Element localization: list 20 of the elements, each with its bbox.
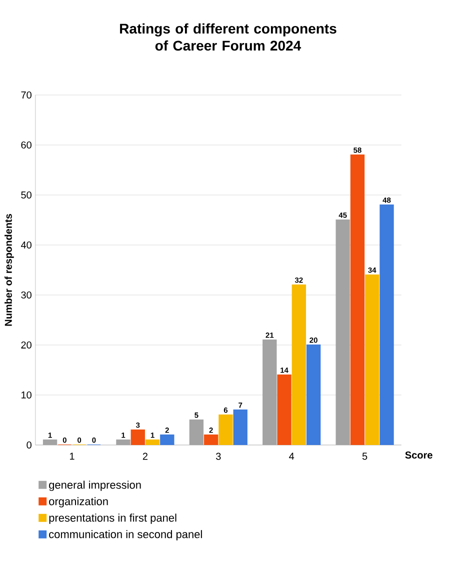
chart-title: Ratings of different components of Career Forum 2024 [120,23,336,51]
legend-label: presentations in first panel [49,514,176,524]
x-tick-label: 5 [362,452,368,460]
y-tick-label: 30 [21,291,32,299]
legend-label: organization [49,497,108,508]
x-tick-label: 4 [289,452,294,460]
y-tick-label: 70 [21,91,32,99]
y-tick-label: 40 [20,241,32,249]
x-tick-label: 1 [70,452,74,460]
x-axis-title: Score [405,452,432,459]
y-tick-label: 60 [21,141,32,149]
legend-label: communication in second panel [49,530,202,540]
y-tick-label: 10 [22,391,32,399]
x-tick-label: 2 [142,452,148,460]
y-axis-title: Number of respondents [4,214,14,326]
legend-label: general impression [49,480,141,491]
y-tick-label: 0 [26,441,32,449]
x-tick-label: 3 [216,452,221,460]
y-tick-label: 50 [21,191,32,199]
y-tick-label: 20 [21,341,32,349]
